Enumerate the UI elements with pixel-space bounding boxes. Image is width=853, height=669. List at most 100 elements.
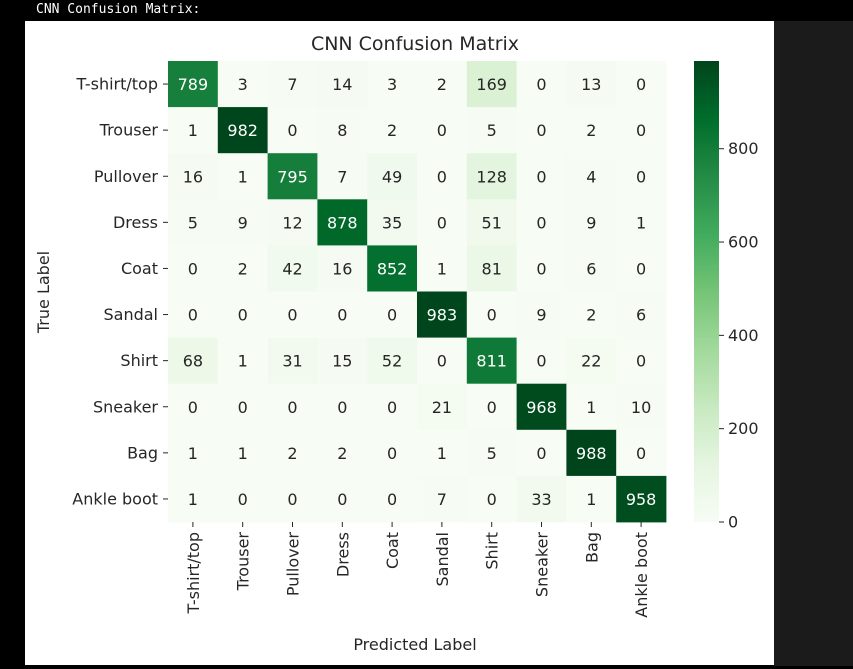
cell-annotation: 0 [536,259,546,278]
heatmap-cell [317,245,368,292]
heatmap-cell [417,61,468,108]
y-tick-label: Coat [121,259,158,278]
x-tick-label: Bag [582,532,601,563]
heatmap-cell [566,61,617,108]
heatmap-cell [168,475,219,523]
figure: CNN Confusion Matrix 789 3 7 14 3 2 169 0 13 0 1 98… [25,21,774,665]
heatmap-cell [168,337,219,385]
heatmap-cell [267,475,318,523]
heatmap-cell [168,107,219,154]
cell-annotation: 14 [332,75,352,94]
cell-annotation: 81 [482,259,502,278]
heatmap-cell [566,153,617,200]
heatmap-cell [367,245,418,292]
x-tick-label: Shirt [483,532,502,570]
heatmap-cell [516,291,567,338]
cell-annotation: 0 [536,167,546,186]
heatmap-cell [367,61,418,108]
heatmap-cell [267,107,318,154]
y-tick-label: Trouser [99,121,159,140]
heatmap-cell [566,429,617,477]
cell-annotation: 5 [188,213,198,232]
heatmap-cell [217,61,268,108]
cell-annotation: 9 [238,213,248,232]
heatmap-cell [616,291,667,338]
heatmap-cell [616,107,667,154]
heatmap-cell [417,245,468,292]
heatmap-cell [616,199,667,246]
heatmap-cells [168,61,667,523]
cell-annotation: 0 [536,352,546,371]
heatmap-cell [566,291,617,338]
cell-annotation: 10 [631,398,651,417]
cell-annotation: 3 [387,75,397,94]
heatmap-cell [267,383,318,431]
heatmap-cell [466,61,517,108]
cell-annotation: 2 [287,444,297,463]
cell-annotation: 852 [377,259,408,278]
heatmap-cell [466,429,517,477]
heatmap-cell [168,245,219,292]
cell-annotation: 8 [337,121,347,140]
heatmap-cell [317,475,368,523]
heatmap-cell [317,153,368,200]
heatmap-cell [616,383,667,431]
colorbar-tick-label: 400 [728,326,759,345]
cell-annotation: 3 [238,75,248,94]
heatmap-cell [367,337,418,385]
heatmap-cell [267,153,318,200]
cell-annotation: 0 [188,398,198,417]
heatmap-cell [516,61,567,108]
y-tick-label: Ankle boot [72,489,158,508]
cell-annotation: 0 [636,167,646,186]
cell-annotation: 0 [238,490,248,509]
cell-annotation: 4 [586,167,596,186]
heatmap-cell [168,61,219,108]
cell-annotation: 0 [536,121,546,140]
cell-annotation: 1 [238,352,248,371]
cell-annotation: 2 [586,121,596,140]
cell-annotation: 968 [526,398,557,417]
cell-annotation: 0 [487,490,497,509]
cell-annotation: 0 [636,75,646,94]
heatmap-cell [566,107,617,154]
cell-annotation: 1 [437,444,447,463]
cell-annotation: 0 [387,444,397,463]
y-tick-label: Dress [113,213,158,232]
x-tick-label: Sneaker [533,532,552,597]
cell-annotation: 789 [178,75,209,94]
heatmap-cell [367,199,418,246]
cell-annotation: 6 [636,306,646,325]
y-tick-label: Bag [127,443,158,462]
cell-annotation: 0 [188,306,198,325]
heatmap-cell [417,383,468,431]
heatmap-cell [217,107,268,154]
x-tick-label: Coat [383,532,402,569]
colorbar-tick-label: 200 [728,419,759,438]
confusion-matrix-chart: CNN Confusion Matrix 789 3 7 14 3 2 169 0 13 01 98… [34,33,759,654]
heatmap-cell [317,383,368,431]
cell-annotation: 0 [387,490,397,509]
cell-annotation: 0 [636,444,646,463]
heatmap-cell [417,337,468,385]
heatmap-cell [417,153,468,200]
heatmap-cell [317,291,368,338]
cell-annotation: 1 [238,167,248,186]
cell-annotation: 2 [586,306,596,325]
cell-annotation: 5 [487,121,497,140]
colorbar [694,61,719,522]
heatmap-cell [367,383,418,431]
heatmap-cell [317,61,368,108]
heatmap-cell [217,383,268,431]
heatmap-cell [516,107,567,154]
cell-annotation: 51 [482,213,502,232]
cell-annotation: 12 [282,213,302,232]
cell-annotation: 0 [238,306,248,325]
y-axis-ticks: T-shirt/top Trouser Pullover Dress Coat Sanda… [72,75,168,508]
y-axis-label: True Label [34,251,53,334]
cell-annotation: 0 [287,121,297,140]
heatmap-cell [466,291,517,338]
heatmap-cell [367,475,418,523]
heatmap-cell [566,199,617,246]
cell-annotation: 811 [476,352,507,371]
